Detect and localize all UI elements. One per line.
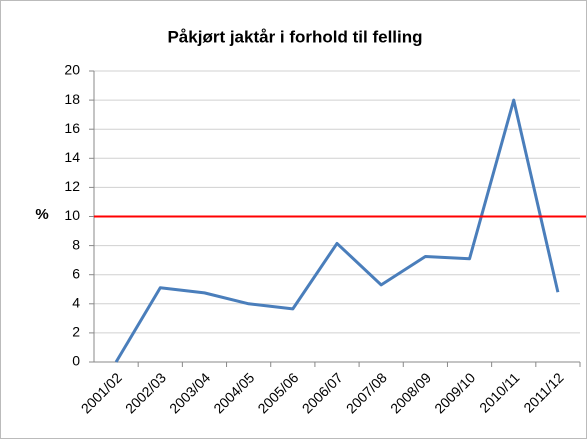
y-tick-label: 6 (72, 265, 80, 281)
y-tick-label: 2 (72, 324, 80, 340)
y-tick-label: 16 (64, 120, 80, 136)
y-tick-label: 20 (64, 62, 80, 78)
y-tick-label: 4 (72, 295, 80, 311)
data-line (114, 98, 560, 363)
y-tick-label: 18 (64, 91, 80, 107)
y-tick-label: 12 (64, 178, 80, 194)
y-tick-label: 10 (64, 207, 80, 223)
y-axis-label: % (35, 206, 48, 223)
y-tick-label: 0 (72, 353, 80, 369)
y-tick-label: 14 (64, 149, 80, 165)
y-tick-label: 8 (72, 236, 80, 252)
chart-title: Påkjørt jaktår i forhold til felling (167, 27, 422, 46)
